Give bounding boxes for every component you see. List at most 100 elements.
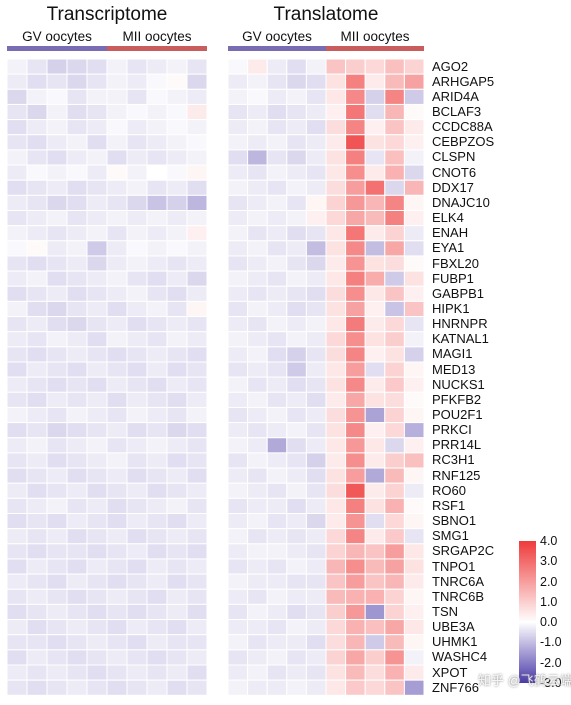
heatmap-cell-transcriptome-RNF125-6 — [106, 467, 128, 484]
heatmap-cell-translatome-TSN-9 — [384, 603, 405, 621]
heatmap-cell-transcriptome-RNF125-7 — [126, 467, 148, 484]
heatmap-cell-transcriptome-AGO2-3 — [46, 58, 68, 75]
heatmap-cell-transcriptome-BCLAF3-2 — [26, 103, 48, 121]
heatmap-cell-translatome-PRR14L-4 — [286, 437, 307, 454]
heatmap-cell-translatome-ZNF766-8 — [364, 679, 386, 696]
heatmap-cell-transcriptome-SRGAP2C-6 — [106, 543, 128, 560]
heatmap-cell-translatome-CNOT6-10 — [403, 164, 425, 181]
group-bar-translatome-mii — [326, 46, 424, 51]
heatmap-cell-translatome-PRKCI-10 — [403, 422, 425, 439]
heatmap-cell-transcriptome-RSF1-4 — [66, 497, 88, 515]
heatmap-cell-transcriptome-TNRC6A-4 — [66, 573, 88, 590]
heatmap-cell-translatome-CCDC88A-7 — [345, 119, 366, 136]
heatmap-cell-translatome-UBE3A-2 — [247, 619, 268, 636]
heatmap-cell-translatome-SMG1-9 — [384, 528, 405, 545]
heatmap-cell-transcriptome-CNOT6-7 — [126, 164, 148, 181]
heatmap-cell-transcriptome-TNPO1-7 — [126, 558, 148, 575]
heatmap-cell-translatome-ELK4-8 — [364, 210, 386, 227]
heatmap-cell-transcriptome-CCDC88A-8 — [146, 119, 168, 136]
heatmap-cell-translatome-KATNAL1-10 — [403, 331, 425, 348]
heatmap-cell-transcriptome-UHMK1-4 — [66, 634, 88, 651]
heatmap-cell-translatome-SBNO1-8 — [364, 513, 386, 530]
heatmap-cell-transcriptome-UBE3A-9 — [166, 619, 188, 636]
group-bar-transcriptome-gv — [7, 46, 107, 51]
heatmap-cell-transcriptome-RNF125-4 — [66, 467, 88, 484]
heatmap-cell-translatome-TNRC6A-4 — [286, 573, 307, 590]
heatmap-cell-transcriptome-TNPO1-4 — [66, 558, 88, 575]
heatmap-cell-transcriptome-MAGI1-9 — [166, 346, 188, 363]
heatmap-cell-translatome-SMG1-6 — [325, 528, 347, 545]
heatmap-cell-transcriptome-PRKCI-7 — [126, 422, 148, 439]
heatmap-cell-translatome-ZNF766-6 — [325, 679, 347, 696]
heatmap-cell-translatome-CLSPN-4 — [286, 149, 307, 166]
gene-label-tsn: TSN — [432, 603, 458, 619]
heatmap-cell-transcriptome-MED13-1 — [6, 361, 28, 378]
heatmap-cell-transcriptome-BCLAF3-10 — [186, 103, 208, 121]
heatmap-cell-translatome-NUCKS1-10 — [403, 376, 425, 393]
heatmap-cell-transcriptome-AGO2-5 — [86, 58, 108, 75]
heatmap-cell-transcriptome-DNAJC10-10 — [186, 194, 208, 212]
heatmap-cell-transcriptome-POU2F1-2 — [26, 406, 48, 424]
heatmap-cell-translatome-RNF125-10 — [403, 467, 425, 484]
heatmap-cell-translatome-EYA1-5 — [305, 240, 327, 257]
heatmap-cell-transcriptome-AGO2-4 — [66, 58, 88, 75]
heatmap-cell-transcriptome-DNAJC10-8 — [146, 194, 168, 212]
heatmap-cell-translatome-SRGAP2C-9 — [384, 543, 405, 560]
heatmap-cell-transcriptome-ARID4A-1 — [6, 88, 28, 105]
heatmap-cell-translatome-SMG1-10 — [403, 528, 425, 545]
heatmap-cell-translatome-TNPO1-8 — [364, 558, 386, 575]
heatmap-cell-translatome-UBE3A-10 — [403, 619, 425, 636]
gene-label-fbxl20: FBXL20 — [432, 255, 479, 271]
heatmap-cell-transcriptome-AGO2-8 — [146, 58, 168, 75]
heatmap-cell-transcriptome-WASHC4-5 — [86, 649, 108, 666]
heatmap-cell-transcriptome-AGO2-9 — [166, 58, 188, 75]
heatmap-cell-transcriptome-HIPK1-8 — [146, 300, 168, 318]
heatmap-cell-translatome-AGO2-3 — [266, 58, 288, 75]
heatmap-cell-translatome-SMG1-3 — [266, 528, 288, 545]
heatmap-cell-transcriptome-RO60-5 — [86, 482, 108, 499]
heatmap-cell-transcriptome-ENAH-8 — [146, 225, 168, 242]
heatmap-cell-translatome-SMG1-1 — [227, 528, 249, 545]
heatmap-cell-translatome-TNRC6A-10 — [403, 573, 425, 590]
gene-label-cebpzos: CEBPZOS — [432, 134, 495, 150]
heatmap-cell-transcriptome-RC3H1-8 — [146, 452, 168, 469]
heatmap-cell-transcriptome-UHMK1-6 — [106, 634, 128, 651]
heatmap-cell-translatome-CNOT6-2 — [247, 164, 268, 181]
heatmap-cell-transcriptome-SMG1-6 — [106, 528, 128, 545]
heatmap-cell-transcriptome-TSN-8 — [146, 603, 168, 621]
heatmap-cell-transcriptome-TNRC6A-5 — [86, 573, 108, 590]
heatmap-cell-transcriptome-AGO2-7 — [126, 58, 148, 75]
heatmap-cell-translatome-RSF1-9 — [384, 497, 405, 515]
heatmap-cell-transcriptome-PFKFB2-10 — [186, 391, 208, 408]
heatmap-cell-transcriptome-BCLAF3-7 — [126, 103, 148, 121]
heatmap-cell-transcriptome-PRKCI-8 — [146, 422, 168, 439]
heatmap-cell-translatome-MAGI1-7 — [345, 346, 366, 363]
heatmap-cell-translatome-WASHC4-7 — [345, 649, 366, 666]
heatmap-cell-translatome-BCLAF3-5 — [305, 103, 327, 121]
heatmap-cell-translatome-RSF1-8 — [364, 497, 386, 515]
heatmap-cell-translatome-ARID4A-7 — [345, 88, 366, 105]
heatmap-cell-translatome-UHMK1-9 — [384, 634, 405, 651]
gene-label-fubp1: FUBP1 — [432, 270, 474, 286]
heatmap-cell-translatome-MAGI1-1 — [227, 346, 249, 363]
heatmap-cell-translatome-HIPK1-9 — [384, 300, 405, 318]
heatmap-cell-transcriptome-FUBP1-4 — [66, 270, 88, 287]
heatmap-cell-translatome-ARID4A-2 — [247, 88, 268, 105]
heatmap-cell-transcriptome-XPOT-7 — [126, 664, 148, 681]
heatmap-cell-translatome-CNOT6-8 — [364, 164, 386, 181]
heatmap-cell-translatome-WASHC4-10 — [403, 649, 425, 666]
heatmap-cell-translatome-HIPK1-5 — [305, 300, 327, 318]
heatmap-cell-transcriptome-CNOT6-1 — [6, 164, 28, 181]
heatmap-cell-translatome-ARHGAP5-8 — [364, 73, 386, 90]
heatmap-cell-transcriptome-DNAJC10-9 — [166, 194, 188, 212]
heatmap-cell-translatome-GABPB1-2 — [247, 285, 268, 302]
heatmap-cell-translatome-RNF125-9 — [384, 467, 405, 484]
heatmap-cell-translatome-MAGI1-3 — [266, 346, 288, 363]
heatmap-cell-translatome-HNRNPR-4 — [286, 316, 307, 333]
heatmap-cell-transcriptome-FUBP1-8 — [146, 270, 168, 287]
gene-label-srgap2c: SRGAP2C — [432, 543, 495, 559]
heatmap-cell-transcriptome-ZNF766-10 — [186, 679, 208, 696]
heatmap-cell-transcriptome-CCDC88A-1 — [6, 119, 28, 136]
heatmap-cell-translatome-CCDC88A-4 — [286, 119, 307, 136]
heatmap-cell-transcriptome-CCDC88A-7 — [126, 119, 148, 136]
